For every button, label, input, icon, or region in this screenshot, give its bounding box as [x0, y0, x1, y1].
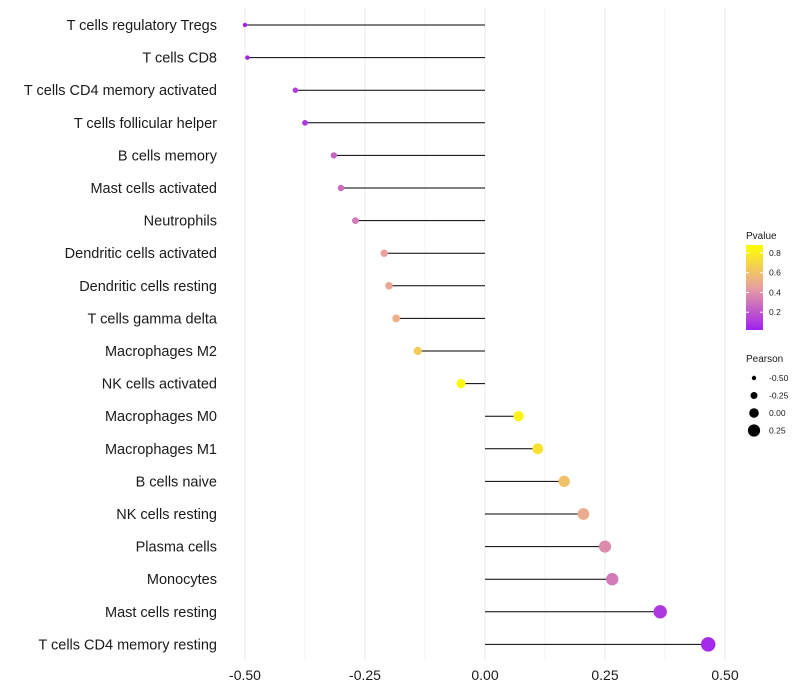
- data-point: [352, 217, 359, 224]
- pearson-legend-title: Pearson: [746, 354, 783, 365]
- data-point: [700, 637, 716, 652]
- category-label: Dendritic cells activated: [65, 246, 217, 262]
- category-label: Neutrophils: [144, 214, 217, 230]
- colorbar-tick-label: 0.6: [769, 268, 781, 278]
- pvalue-legend-title: Pvalue: [746, 231, 777, 242]
- category-label: Monocytes: [147, 572, 217, 588]
- pearson-legend: Pearson -0.50 -0.25 0.00 0.25: [746, 354, 789, 437]
- data-point: [385, 282, 393, 290]
- data-point: [392, 314, 401, 323]
- lollipop-points: [242, 22, 716, 652]
- x-tick-label: 0.50: [711, 667, 738, 683]
- data-point: [598, 540, 612, 553]
- category-label: T cells gamma delta: [88, 311, 218, 327]
- category-label: NK cells resting: [116, 507, 217, 523]
- x-tick-label: -0.25: [349, 667, 381, 683]
- category-label: B cells memory: [118, 148, 218, 164]
- lollipop-stems: [245, 24, 709, 645]
- colorbar-tick-label: 0.8: [769, 248, 781, 258]
- x-tick-label: -0.50: [229, 667, 261, 683]
- data-point: [302, 119, 308, 126]
- category-label: Plasma cells: [136, 540, 217, 556]
- pvalue-legend: Pvalue 0.8 0.6 0.4 0.2: [746, 231, 781, 330]
- category-label: B cells naive: [136, 474, 217, 490]
- x-tick-label: 0.00: [471, 667, 498, 683]
- data-point: [245, 55, 250, 60]
- pvalue-colorbar: [746, 245, 763, 330]
- data-point: [577, 508, 590, 520]
- category-label: Mast cells activated: [90, 181, 217, 197]
- size-legend-marker: [747, 424, 761, 437]
- colorbar-tick-label: 0.2: [769, 307, 781, 317]
- data-point: [413, 346, 422, 356]
- category-labels: T cells regulatory Tregs T cells CD8 T cel…: [24, 18, 218, 653]
- category-label: Macrophages M0: [105, 409, 217, 425]
- data-point: [380, 249, 388, 257]
- category-label: Macrophages M2: [105, 344, 217, 360]
- data-point: [292, 87, 299, 93]
- category-label: T cells CD4 memory resting: [38, 637, 217, 653]
- category-label: T cells regulatory Tregs: [67, 18, 217, 34]
- colorbar-tick-label: 0.4: [769, 287, 781, 297]
- size-legend-marker: [749, 408, 759, 418]
- category-label: NK cells activated: [102, 377, 217, 393]
- category-label: T cells CD4 memory activated: [24, 83, 217, 99]
- category-label: Dendritic cells resting: [79, 279, 217, 295]
- data-point: [558, 475, 570, 488]
- category-label: Macrophages M1: [105, 442, 217, 458]
- data-point: [330, 152, 337, 159]
- data-point: [242, 22, 248, 28]
- x-tick-label: 0.25: [591, 667, 618, 683]
- data-point: [337, 184, 345, 192]
- size-legend-marker: [750, 392, 758, 399]
- data-point: [513, 411, 524, 422]
- data-point: [653, 605, 667, 619]
- data-point: [606, 573, 619, 586]
- size-legend-label: 0.00: [769, 408, 786, 418]
- size-legend-label: 0.25: [769, 426, 786, 436]
- data-point: [456, 379, 466, 389]
- size-legend-label: -0.50: [769, 373, 789, 383]
- category-label: T cells CD8: [142, 51, 217, 67]
- category-label: T cells follicular helper: [74, 116, 217, 132]
- category-label: Mast cells resting: [105, 605, 217, 621]
- x-axis-ticks: -0.50 -0.25 0.00 0.25 0.50: [229, 667, 739, 683]
- size-legend-label: -0.25: [769, 391, 789, 401]
- data-point: [532, 443, 544, 455]
- grid-lines: [244, 8, 726, 660]
- size-legend-marker: [751, 375, 757, 381]
